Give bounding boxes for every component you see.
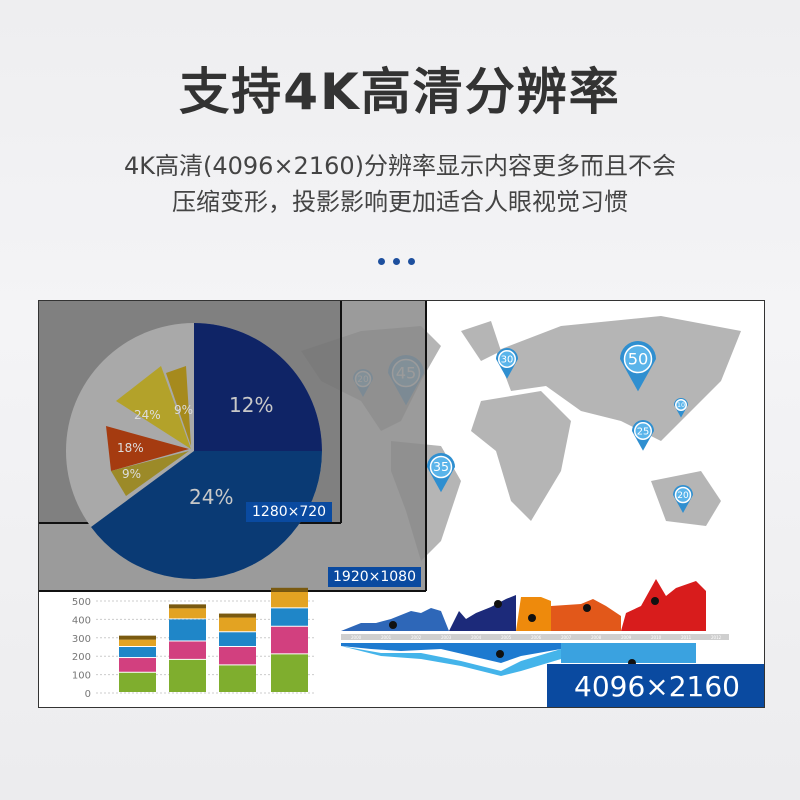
bar-segment	[271, 608, 308, 626]
timeline-area-chart	[341, 579, 729, 676]
bar-segment	[169, 619, 206, 641]
pie-slice-12	[194, 323, 322, 451]
bar-segment	[219, 665, 256, 692]
map-pin: 30	[496, 348, 518, 379]
year-label: 2006	[531, 635, 542, 640]
page-title: 支持4K高清分辨率	[179, 63, 621, 121]
label-1920x1080: 1920×1080	[328, 567, 421, 587]
map-pin: 50	[620, 341, 656, 392]
bar-segment	[169, 608, 206, 619]
map-pin-value: 50	[628, 349, 649, 368]
year-label: 2011	[681, 635, 692, 640]
y-tick-label: 100	[72, 671, 91, 682]
bar-segment	[169, 659, 206, 692]
bar-segment	[271, 626, 308, 654]
y-tick-label: 400	[72, 615, 91, 626]
year-label: 2002	[411, 635, 422, 640]
bar-segment	[219, 617, 256, 632]
pie-label-24-yellow: 24%	[134, 408, 161, 422]
map-pin-value: 20	[677, 491, 689, 501]
bar-cap	[271, 587, 308, 592]
bar-segment	[169, 641, 206, 659]
bar-segment	[271, 591, 308, 608]
stacked-bar-chart: 500 400 300 200 100 0	[72, 587, 316, 700]
bar-segment	[119, 672, 156, 692]
pie-label-12: 12%	[229, 393, 274, 417]
label-4096x2160: 4096×2160	[547, 664, 764, 707]
pie-chart	[66, 323, 322, 580]
bar-segment	[271, 654, 308, 692]
y-tick-label: 500	[72, 597, 91, 608]
map-pin-value: 35	[433, 459, 449, 474]
year-label: 2003	[441, 635, 452, 640]
pie-label-18: 18%	[117, 441, 144, 455]
pie-label-24-blue: 24%	[189, 485, 234, 509]
y-tick-label: 300	[72, 634, 91, 645]
map-pin: 20	[673, 485, 693, 513]
bar-cap	[169, 604, 206, 609]
year-label: 2005	[501, 635, 512, 640]
year-label: 2009	[621, 635, 632, 640]
year-label: 2012	[711, 635, 722, 640]
bar-cap	[119, 635, 156, 640]
map-pin-value: 30	[501, 354, 514, 365]
dots-decoration	[378, 258, 415, 265]
pie-label-9a: 9%	[122, 467, 142, 481]
y-tick-label: 0	[85, 689, 91, 700]
pie-label-9b: 9%	[174, 403, 194, 417]
y-tick-label: 200	[72, 652, 91, 663]
bar-segment	[119, 639, 156, 646]
year-label: 2008	[591, 635, 602, 640]
year-label: 2001	[381, 635, 392, 640]
bar-segment	[119, 647, 156, 658]
bar-segment	[219, 647, 256, 665]
map-pin: 10	[674, 398, 688, 418]
year-label: 2007	[561, 635, 572, 640]
bar-segment	[119, 658, 156, 672]
bar-segment	[219, 632, 256, 646]
pie-slice-24-blue	[91, 451, 322, 580]
year-label: 2004	[471, 635, 482, 640]
pie-slice-18	[106, 426, 189, 471]
year-label: 2010	[651, 635, 662, 640]
map-pin-value: 25	[637, 426, 650, 437]
map-pin-value: 10	[677, 402, 685, 409]
label-1280x720: 1280×720	[246, 502, 333, 522]
pie-slice-24-yellow	[116, 366, 191, 449]
year-label: 2000	[351, 635, 362, 640]
map-pin: 25	[632, 420, 654, 451]
subtitle-line-1: 4K高清(4096×2160)分辨率显示内容更多而且不会	[124, 152, 676, 180]
bar-cap	[219, 613, 256, 618]
pie-slice-9b	[166, 366, 191, 446]
map-pin: 35	[427, 453, 455, 493]
pie-slice-9a	[111, 451, 189, 496]
subtitle-line-2: 压缩变形，投影影响更加适合人眼视觉习惯	[172, 188, 628, 216]
